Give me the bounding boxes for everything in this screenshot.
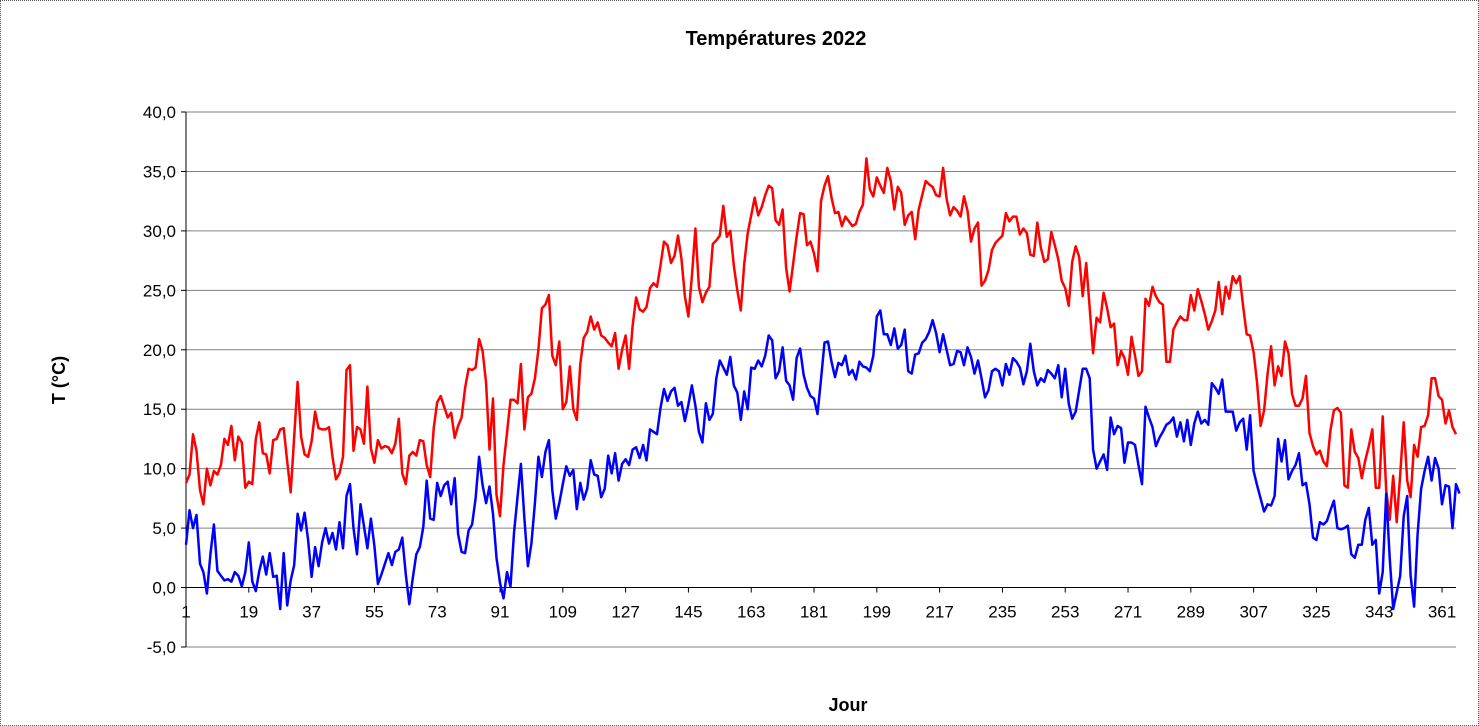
- x-tick-label: 127: [611, 603, 639, 622]
- x-tick-label: 55: [365, 603, 384, 622]
- chart-title: Températures 2022: [686, 28, 867, 50]
- x-tick-label: 145: [674, 603, 702, 622]
- x-tick-label: 253: [1051, 603, 1079, 622]
- x-tick-label: 73: [428, 603, 447, 622]
- y-tick-label: 15,0: [143, 400, 176, 419]
- gridlines: [181, 111, 1456, 648]
- x-tick-label: 289: [1177, 603, 1205, 622]
- y-tick-label: 30,0: [143, 222, 176, 241]
- x-tick-label: 163: [737, 603, 765, 622]
- x-tick-label: 361: [1428, 603, 1456, 622]
- y-tick-label: -5,0: [147, 638, 176, 657]
- x-tick-label: 307: [1239, 603, 1267, 622]
- y-tick-label: 35,0: [143, 162, 176, 181]
- y-tick-label: 0,0: [152, 579, 176, 598]
- series-layer: [184, 157, 1461, 611]
- y-tick-label: 40,0: [143, 103, 176, 122]
- x-tick-label: 271: [1114, 603, 1142, 622]
- x-tick-label: 181: [800, 603, 828, 622]
- x-tick-label: 325: [1302, 603, 1330, 622]
- x-tick-label: 37: [302, 603, 321, 622]
- x-tick-label: 235: [988, 603, 1016, 622]
- y-tick-label: 5,0: [152, 519, 176, 538]
- x-tick-label: 217: [925, 603, 953, 622]
- x-tick-label: 199: [863, 603, 891, 622]
- y-tick-labels: -5,0 0,0 5,0 10,0 15,0 20,0 25,0 30,0 35,0 40,0: [143, 103, 176, 657]
- x-tick-label: 91: [491, 603, 510, 622]
- x-axis-label: Jour: [828, 695, 867, 715]
- x-tick-labels: 1 19 37 55 73 91 109 127 145 163 181 199 217 235 253 27…: [181, 587, 1456, 622]
- x-tick-label: 343: [1365, 603, 1393, 622]
- series-line-2: [184, 309, 1461, 611]
- y-tick-label: 25,0: [143, 281, 176, 300]
- y-tick-label: 10,0: [143, 460, 176, 479]
- y-tick-label: 20,0: [143, 341, 176, 360]
- x-tick-label: 109: [549, 603, 577, 622]
- x-tick-label: 19: [239, 603, 258, 622]
- y-axis-label: T (°C): [49, 356, 69, 404]
- series-line-1: [184, 157, 1458, 524]
